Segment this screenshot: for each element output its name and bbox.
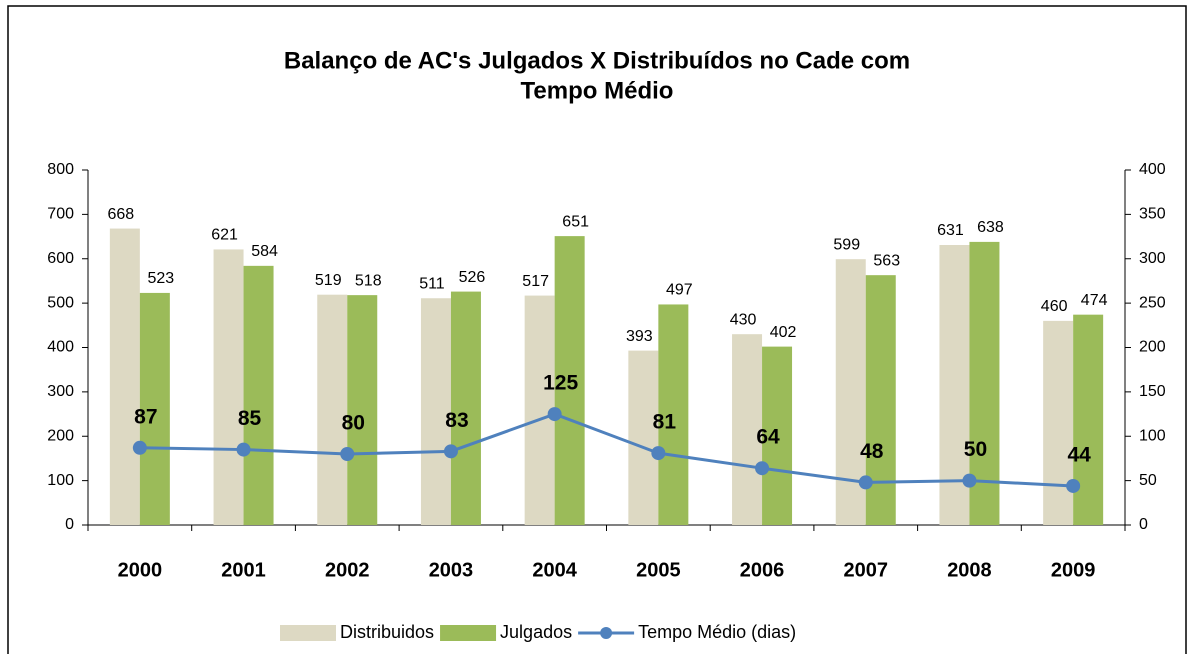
- bar-value-label: 430: [730, 311, 757, 328]
- line-value-label: 85: [238, 407, 262, 430]
- y2-tick-label: 100: [1139, 427, 1166, 444]
- bar-value-label: 651: [562, 213, 589, 230]
- y-tick-label: 400: [47, 339, 74, 356]
- bar-value-label: 599: [833, 236, 860, 253]
- bar: [139, 292, 170, 525]
- y2-tick-label: 50: [1139, 472, 1157, 489]
- bar: [762, 346, 793, 525]
- legend-label: Distribuidos: [340, 622, 434, 642]
- legend-swatch: [600, 627, 613, 639]
- bar-value-label: 584: [251, 243, 278, 260]
- y-tick-label: 800: [47, 161, 74, 178]
- line-value-label: 125: [543, 372, 578, 395]
- y-tick-label: 100: [47, 472, 74, 489]
- line: [139, 412, 1074, 488]
- x-tick-label: 2007: [844, 559, 889, 581]
- line-value-label: 81: [653, 411, 677, 434]
- line-value-label: 48: [860, 440, 884, 463]
- bar-value-label: 519: [315, 272, 342, 289]
- y2-tick-label: 250: [1139, 294, 1166, 311]
- chart-title: Tempo Médio: [521, 77, 674, 104]
- line-value-label: 50: [964, 438, 987, 461]
- y-tick-label: 700: [47, 206, 74, 223]
- line-point: [547, 407, 562, 422]
- bar: [628, 350, 659, 525]
- bar: [317, 294, 348, 525]
- bar: [213, 249, 244, 525]
- bar: [243, 265, 274, 525]
- x-tick-label: 2003: [429, 559, 474, 581]
- bar-value-label: 511: [419, 275, 445, 292]
- bar: [1073, 314, 1104, 525]
- line-point: [1066, 478, 1081, 493]
- line-value-label: 64: [756, 426, 780, 449]
- bar-value-label: 460: [1041, 298, 1068, 315]
- y-tick-label: 500: [47, 294, 74, 311]
- y2-tick-label: 350: [1139, 206, 1166, 223]
- line-value-label: 80: [342, 412, 365, 435]
- bar-value-label: 631: [937, 222, 964, 239]
- legend-label: Tempo Médio (dias): [638, 622, 796, 642]
- bar: [109, 228, 140, 525]
- y-tick-label: 200: [47, 427, 74, 444]
- bar: [450, 291, 481, 525]
- line-value-label: 87: [134, 405, 157, 428]
- line-point: [236, 442, 251, 457]
- x-tick-label: 2000: [118, 559, 163, 581]
- x-tick-label: 2002: [325, 559, 370, 581]
- line-value-label: 83: [445, 409, 468, 432]
- legend-label: Julgados: [500, 622, 572, 642]
- line-point: [132, 440, 147, 455]
- line-point: [340, 447, 355, 461]
- legend-swatch: [440, 625, 497, 641]
- bar-value-label: 497: [666, 282, 693, 299]
- y2-tick-label: 200: [1139, 339, 1166, 356]
- bar-value-label: 517: [522, 273, 549, 290]
- bar: [347, 295, 378, 525]
- line-point: [858, 475, 873, 490]
- x-tick-label: 2008: [947, 559, 992, 581]
- x-tick-label: 2009: [1051, 559, 1096, 581]
- x-tick-label: 2001: [221, 559, 266, 581]
- y-tick-label: 600: [47, 250, 74, 267]
- bar-value-label: 518: [355, 272, 382, 289]
- chart-title: Balanço de AC's Julgados X Distribuídos …: [284, 47, 910, 74]
- y2-tick-label: 0: [1139, 516, 1148, 533]
- bar-value-label: 563: [873, 252, 900, 269]
- y2-tick-label: 300: [1139, 250, 1166, 267]
- line-value-label: 44: [1067, 443, 1091, 466]
- bar-value-label: 474: [1081, 292, 1108, 309]
- line-point: [962, 473, 977, 488]
- y2-tick-label: 400: [1139, 161, 1166, 178]
- x-tick-label: 2006: [740, 559, 785, 581]
- line-point: [443, 444, 458, 459]
- bar: [1043, 320, 1074, 525]
- bar: [554, 236, 585, 525]
- bar-value-label: 526: [459, 269, 486, 286]
- bar-value-label: 523: [147, 270, 174, 287]
- line-point: [651, 446, 666, 461]
- bar-value-label: 668: [107, 206, 134, 223]
- bar: [732, 334, 763, 525]
- x-tick-label: 2004: [532, 559, 577, 581]
- y-tick-label: 300: [47, 383, 74, 400]
- line-point: [755, 461, 770, 476]
- y-tick-label: 0: [65, 516, 74, 533]
- bar-value-label: 402: [770, 324, 797, 341]
- bar: [420, 298, 451, 525]
- legend-swatch: [280, 625, 336, 641]
- bar-value-label: 638: [977, 219, 1004, 236]
- bar-value-label: 621: [211, 227, 238, 244]
- x-tick-label: 2005: [636, 559, 681, 581]
- y2-tick-label: 150: [1139, 383, 1166, 400]
- bar: [658, 304, 689, 525]
- bar-value-label: 393: [626, 328, 653, 345]
